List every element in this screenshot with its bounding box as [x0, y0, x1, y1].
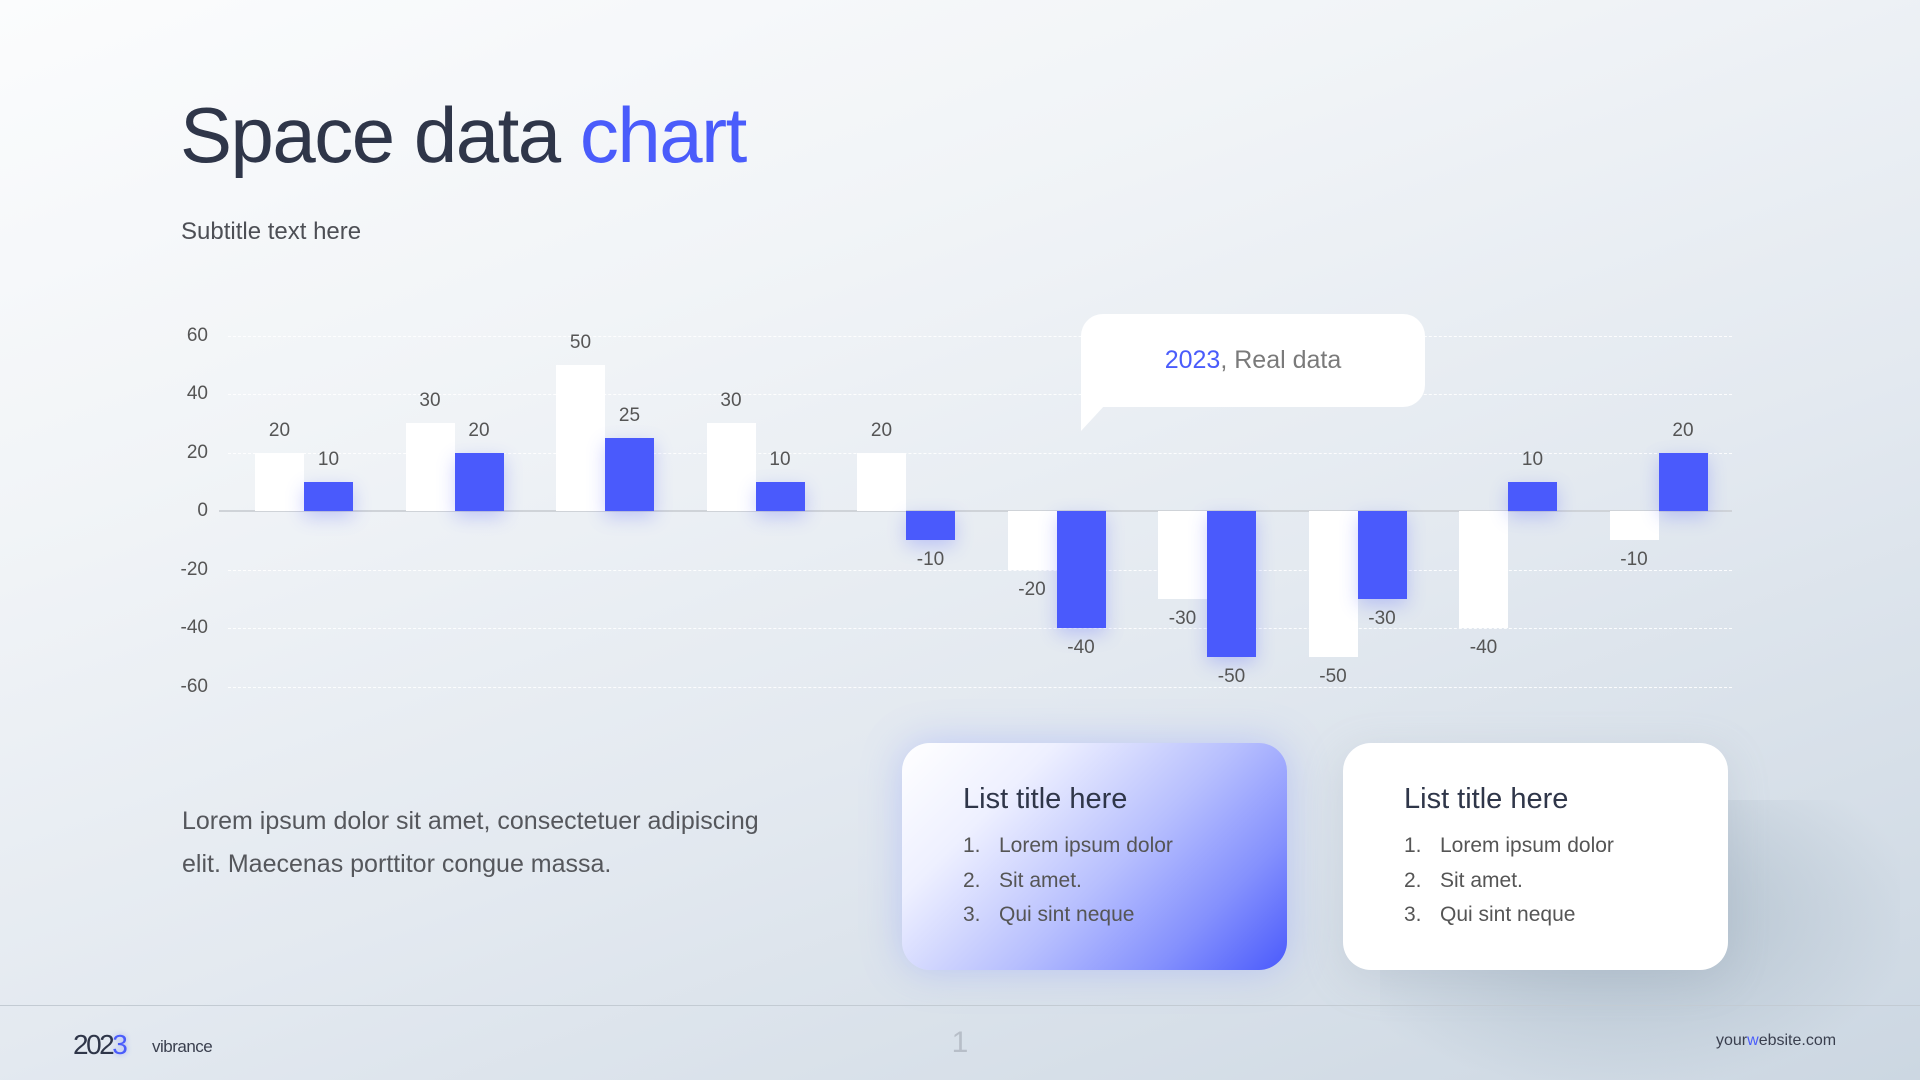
data-label: 25	[618, 404, 641, 426]
data-label: 20	[468, 419, 490, 441]
bar-blue	[1658, 452, 1708, 511]
bar-blue	[1207, 511, 1256, 658]
gridline	[228, 569, 1732, 571]
bar-chart: 60 40 20 0 -20 -40 -60 20 10 30 20 50 25 30 10 20 -10 -2…	[180, 324, 1732, 697]
website-accent: w	[1747, 1032, 1759, 1049]
bar-white	[1459, 511, 1508, 628]
gridline	[228, 394, 1732, 395]
list-item-number: 3.	[1404, 903, 1422, 926]
data-label: 10	[317, 448, 340, 470]
zero-axis-line	[219, 510, 1732, 512]
bar-white	[1609, 511, 1659, 541]
list-item: 3. Qui sint neque	[963, 898, 1287, 933]
bar-white	[1308, 511, 1358, 658]
bar-white	[255, 452, 304, 511]
year-main: 202	[73, 1029, 115, 1060]
body-paragraph: Lorem ipsum dolor sit amet, consectetuer…	[182, 807, 759, 878]
chart-annotation-callout: 2023, Real data	[1081, 314, 1425, 407]
gridline	[228, 452, 1732, 454]
list-card-2: List title here 1. Lorem ipsum dolor 2. Si…	[1343, 743, 1728, 970]
data-label: -40	[1469, 637, 1498, 658]
bar-white	[556, 364, 605, 511]
bar-white	[405, 423, 455, 511]
y-tick-label: 60	[186, 324, 208, 346]
subtitle: Subtitle text here	[181, 218, 362, 245]
card-title: List title here	[963, 783, 1128, 815]
data-label: -20	[1018, 578, 1046, 600]
data-label: 20	[1672, 419, 1694, 441]
data-label: -50	[1319, 666, 1347, 688]
title-accent: chart	[579, 91, 747, 179]
card-list: 1. Lorem ipsum dolor 2. Sit amet. 3. Qui si…	[1404, 829, 1728, 933]
list-item-number: 2.	[963, 868, 981, 892]
website-pre: your	[1716, 1032, 1748, 1049]
bar-white	[1158, 511, 1207, 599]
page-title: Space data chart	[180, 96, 747, 174]
list-item: 1. Lorem ipsum dolor	[1404, 829, 1728, 864]
y-tick-label: -40	[180, 617, 208, 638]
callout-rest: , Real data	[1220, 346, 1342, 374]
website-post: ebsite.com	[1758, 1032, 1837, 1049]
footer-website-link[interactable]: yourwebsite.com	[1716, 1032, 1836, 1050]
gridline	[228, 335, 1732, 337]
gridline	[228, 686, 1732, 688]
y-tick-label: 40	[186, 383, 208, 404]
bar-blue	[454, 452, 504, 511]
list-card-1: List title here 1. Lorem ipsum dolor 2. Si…	[902, 743, 1287, 970]
footer-divider	[0, 1005, 1920, 1006]
bar-white	[857, 452, 906, 511]
y-tick-label: 20	[186, 441, 208, 463]
data-label: 30	[720, 390, 742, 412]
gridline	[228, 628, 1732, 629]
data-label: 50	[569, 331, 592, 353]
data-label: 20	[268, 419, 291, 441]
card-title: List title here	[1404, 783, 1569, 815]
list-item-text: Qui sint neque	[1440, 903, 1576, 926]
callout-text: 2023, Real data	[1081, 346, 1425, 375]
data-label: 30	[419, 390, 441, 412]
list-item-number: 1.	[963, 834, 981, 857]
footer-year-logo: 2023	[73, 1029, 128, 1061]
list-item-text: Qui sint neque	[999, 903, 1135, 926]
bar-blue	[304, 481, 353, 511]
data-label: 10	[769, 448, 791, 470]
bar-blue	[906, 511, 955, 541]
list-item-text: Lorem ipsum dolor	[1440, 834, 1614, 857]
data-label: -50	[1217, 666, 1246, 688]
bar-blue	[605, 437, 654, 511]
card-list: 1. Lorem ipsum dolor 2. Sit amet. 3. Qui si…	[963, 829, 1287, 933]
data-label: -40	[1067, 637, 1095, 658]
bar-blue	[1508, 481, 1557, 511]
list-item-number: 3.	[963, 903, 981, 926]
data-label: 20	[870, 419, 893, 441]
bar-blue	[755, 481, 805, 511]
bar-white	[1007, 511, 1057, 570]
list-item: 3. Qui sint neque	[1404, 898, 1728, 933]
data-label: -30	[1168, 607, 1197, 629]
data-label: -30	[1368, 607, 1396, 629]
data-label: -10	[1620, 549, 1648, 571]
list-item-number: 1.	[1404, 834, 1422, 857]
bar-blue	[1056, 511, 1106, 628]
list-item: 2. Sit amet.	[963, 864, 1287, 899]
list-item: 2. Sit amet.	[1404, 864, 1728, 899]
list-item-text: Lorem ipsum dolor	[999, 834, 1173, 857]
page-number: 1	[951, 1026, 969, 1059]
y-tick-label: -20	[180, 558, 208, 580]
title-main: Space data	[180, 91, 580, 179]
y-tick-label: 0	[197, 500, 208, 521]
y-tick-label: -60	[180, 675, 208, 697]
list-item-text: Sit amet.	[1440, 868, 1523, 892]
list-item-text: Sit amet.	[999, 868, 1082, 892]
callout-year: 2023	[1164, 346, 1221, 374]
list-item-number: 2.	[1404, 868, 1422, 892]
footer-brand: vibrance	[152, 1037, 213, 1056]
data-label: -10	[916, 549, 945, 571]
bar-blue	[1357, 511, 1407, 599]
year-accent: 3	[112, 1029, 128, 1060]
bar-white	[706, 423, 756, 511]
list-item: 1. Lorem ipsum dolor	[963, 829, 1287, 864]
data-label: 10	[1521, 448, 1544, 470]
